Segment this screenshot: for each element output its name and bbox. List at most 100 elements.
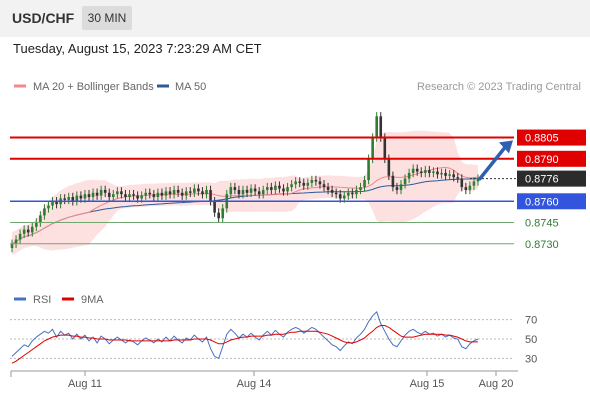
candle-body (472, 181, 476, 186)
candle (14, 235, 18, 249)
candle-body (395, 187, 399, 190)
candle-body (217, 212, 220, 219)
candle (452, 170, 455, 182)
candle (180, 188, 184, 200)
candle-body (286, 187, 289, 192)
candle-body (399, 184, 403, 190)
candle-body (274, 185, 277, 190)
candle-body (79, 195, 83, 199)
candle-body (432, 171, 435, 173)
candle-body (322, 184, 326, 188)
level-tag-bg (517, 150, 586, 167)
candle (472, 177, 476, 190)
candle (241, 185, 245, 199)
candle (10, 239, 14, 253)
candle-body (107, 192, 111, 198)
legend-label-ma50: MA 50 (175, 81, 206, 93)
time-axis-label: Aug 11 (68, 378, 102, 390)
candle (456, 172, 460, 183)
candle-body (270, 187, 273, 190)
candle (355, 185, 358, 199)
candle (55, 197, 58, 209)
candle-body (103, 189, 107, 193)
candle (261, 185, 265, 199)
candle-body (306, 182, 310, 186)
candle (415, 164, 419, 176)
candle (128, 189, 131, 202)
candle-body (464, 187, 468, 190)
candle-body (120, 191, 123, 195)
candle (71, 192, 75, 206)
projection-arrow-head (499, 140, 513, 154)
candle-body (403, 178, 407, 185)
candle (152, 189, 156, 202)
candle-body (156, 192, 160, 198)
candle-body (39, 215, 42, 223)
candle-body (18, 233, 22, 240)
candle-body (180, 192, 184, 196)
candle-body (87, 194, 91, 198)
candle (347, 188, 350, 200)
candle-body (330, 189, 334, 193)
candle (391, 171, 395, 192)
candle-body (452, 174, 455, 178)
candle (132, 189, 135, 200)
candle (103, 185, 107, 198)
candle-body (367, 158, 370, 181)
candle-body (383, 137, 387, 159)
level-tag-bg (517, 193, 586, 210)
candle-body (355, 189, 358, 195)
candle-body (197, 188, 200, 192)
candle (403, 174, 407, 189)
candle-body (351, 192, 354, 195)
candle (51, 197, 54, 210)
candle (363, 175, 366, 192)
candle-body (30, 226, 34, 233)
candle-body (233, 187, 237, 190)
candle (75, 191, 79, 206)
candle (330, 185, 334, 198)
top-bar: USD/CHF 30 MIN (0, 0, 590, 37)
candle-body (152, 194, 156, 198)
candle (440, 168, 443, 179)
candle (245, 185, 249, 198)
candle-body (128, 194, 131, 198)
candle-body (342, 195, 346, 199)
candle-body (261, 189, 265, 195)
candle (148, 188, 152, 199)
candle-body (168, 191, 172, 195)
level-tag-bg (517, 129, 586, 146)
candle-body (22, 229, 26, 234)
time-axis-label: Aug 15 (410, 378, 445, 390)
candle (213, 197, 216, 217)
candle-body (132, 194, 135, 196)
rsi-tick-label: 30 (525, 353, 537, 365)
candle-body (375, 116, 378, 138)
candle (47, 201, 50, 213)
candle-body (253, 188, 257, 192)
candle (112, 189, 115, 202)
candle-body (229, 187, 233, 195)
candle-body (209, 189, 212, 202)
candle (229, 182, 233, 199)
candle-body (265, 187, 269, 190)
candle-body (468, 185, 472, 190)
candle-body (415, 168, 419, 172)
candle (359, 182, 362, 195)
candle-body (35, 222, 38, 227)
candle-body (26, 229, 30, 233)
current-price-tag-bg (517, 170, 586, 187)
candle-body (83, 194, 87, 199)
candle (464, 182, 468, 195)
candle-body (334, 192, 338, 195)
credit-text: Research © 2023 Trading Central (417, 81, 581, 93)
candle (407, 168, 411, 183)
candle (209, 185, 212, 206)
candle-body (387, 158, 391, 176)
candle-body (476, 178, 480, 182)
timeframe-badge[interactable]: 30 MIN (82, 6, 132, 30)
candle (448, 170, 451, 181)
candle (63, 194, 66, 205)
candle-body (338, 194, 342, 199)
candle (120, 187, 123, 199)
